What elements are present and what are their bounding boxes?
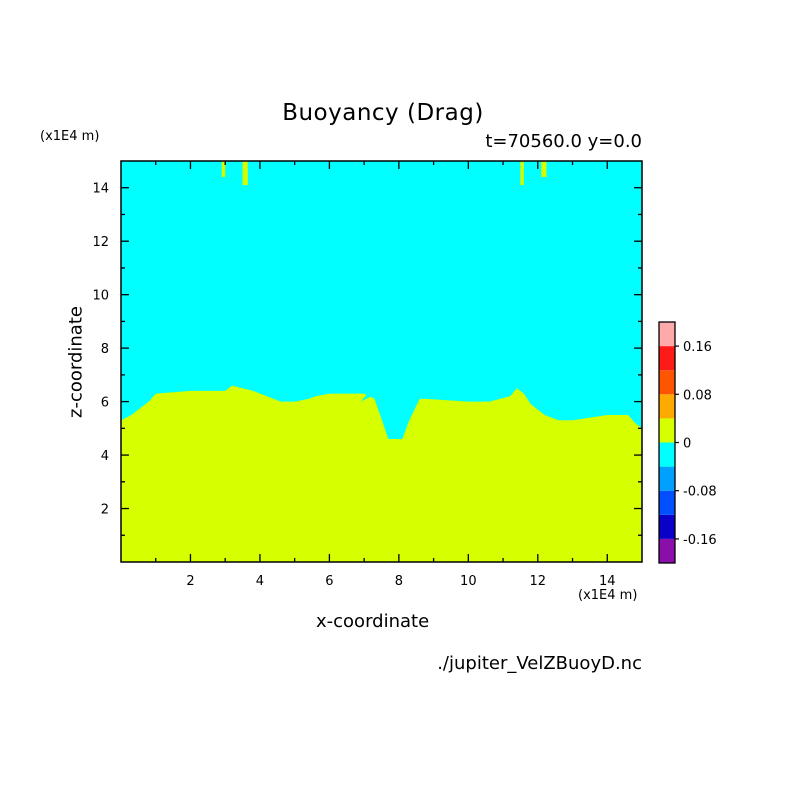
y-tick-label: 10 bbox=[92, 289, 109, 304]
y-tick-label: 12 bbox=[92, 235, 109, 250]
plot-area bbox=[121, 161, 642, 562]
colorbar-swatch bbox=[659, 514, 675, 539]
x-tick-label: 10 bbox=[460, 574, 477, 589]
x-tick-label: 4 bbox=[256, 574, 264, 589]
colorbar-swatch bbox=[659, 418, 675, 443]
y-tick-label: 6 bbox=[101, 396, 109, 411]
x-tick-label: 14 bbox=[599, 574, 616, 589]
colorbar-swatch bbox=[659, 346, 675, 371]
x-axis-label: x-coordinate bbox=[316, 611, 430, 632]
anomaly-patch bbox=[520, 161, 524, 186]
colorbar-tick-label: -0.08 bbox=[683, 485, 717, 500]
colorbar-swatch bbox=[659, 370, 675, 395]
region-pocket bbox=[360, 385, 399, 413]
colorbar-swatch bbox=[659, 490, 675, 515]
anomaly-patch bbox=[221, 161, 226, 178]
y-tick-label: 2 bbox=[101, 503, 109, 518]
x-axis-unit-label: (x1E4 m) bbox=[578, 588, 638, 603]
region-lower bbox=[121, 385, 642, 562]
colorbar-swatch bbox=[659, 322, 675, 347]
colorbar-tick-label: 0.08 bbox=[683, 388, 712, 403]
x-tick-label: 6 bbox=[325, 574, 333, 589]
y-tick-label: 8 bbox=[101, 342, 109, 357]
colorbar-swatch bbox=[659, 394, 675, 419]
colorbar-swatch bbox=[659, 538, 675, 563]
colorbar-swatch bbox=[659, 466, 675, 491]
source-file-label: ./jupiter_VelZBuoyD.nc bbox=[437, 653, 642, 674]
y-tick-label: 4 bbox=[101, 449, 109, 464]
y-axis-unit-label: (x1E4 m) bbox=[40, 129, 100, 144]
chart-subtitle: t=70560.0 y=0.0 bbox=[485, 131, 642, 152]
colorbar-tick-label: -0.16 bbox=[683, 533, 717, 548]
x-tick-label: 2 bbox=[186, 574, 194, 589]
plot-frame bbox=[120, 160, 643, 563]
colorbar: -0.16 -0.08 0 0.08 0.16 bbox=[658, 321, 717, 564]
colorbar-tick-label: 0 bbox=[683, 437, 691, 452]
anomaly-patch bbox=[242, 161, 248, 186]
x-tick-label: 8 bbox=[395, 574, 403, 589]
chart-title: Buoyancy (Drag) bbox=[282, 100, 484, 126]
colorbar-swatch bbox=[659, 442, 675, 467]
axes: 2 4 6 8 10 12 14 2 4 6 8 10 12 14 bbox=[92, 160, 643, 589]
x-tick-label: 12 bbox=[530, 574, 547, 589]
colorbar-tick-label: 0.16 bbox=[683, 340, 712, 355]
anomaly-patch bbox=[541, 161, 547, 178]
y-tick-label: 14 bbox=[92, 182, 109, 197]
